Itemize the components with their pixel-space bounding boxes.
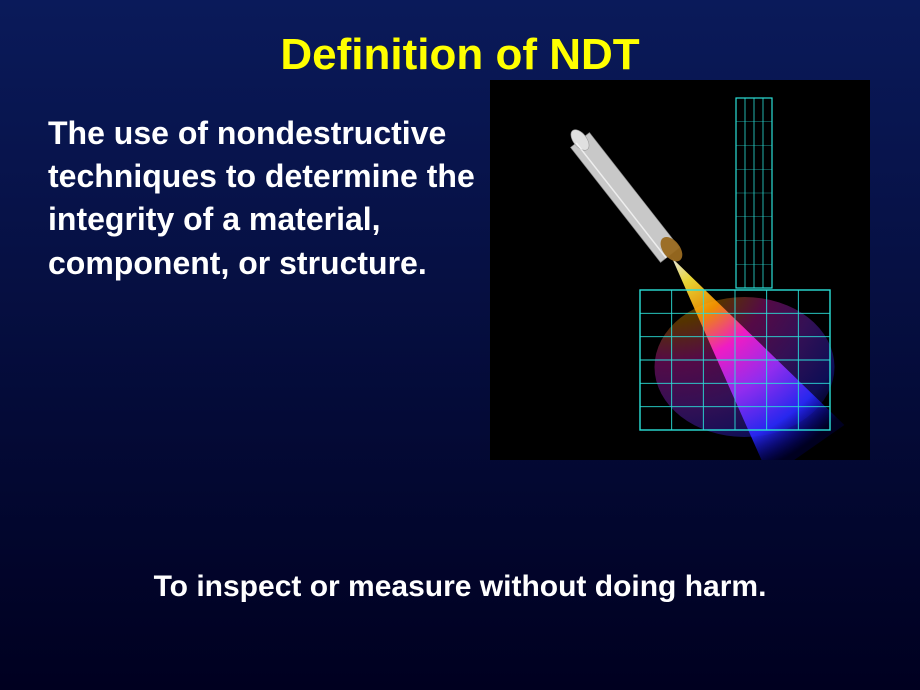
ndt-probe-figure: [490, 80, 870, 460]
slide-title: Definition of NDT: [0, 0, 920, 80]
probe-diagram-svg: [490, 80, 870, 460]
slide-caption: To inspect or measure without doing harm…: [0, 570, 920, 604]
definition-text: The use of nondestructive techniques to …: [48, 112, 488, 285]
content-row: The use of nondestructive techniques to …: [0, 80, 920, 285]
